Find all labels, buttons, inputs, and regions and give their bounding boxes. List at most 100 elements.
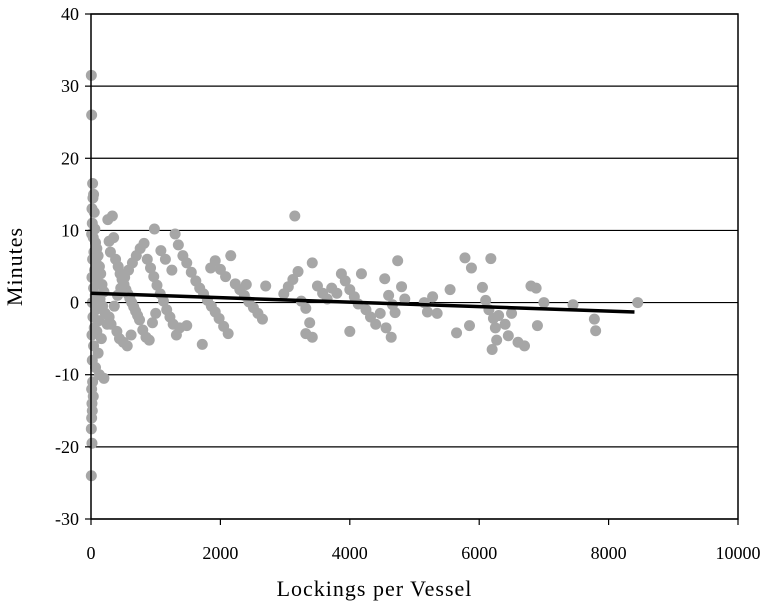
y-tick-label: -10 — [55, 365, 79, 385]
data-point — [256, 313, 268, 325]
data-point — [380, 322, 392, 334]
data-point — [181, 257, 193, 269]
data-point — [159, 253, 171, 265]
data-point — [146, 317, 158, 329]
data-point — [306, 257, 318, 269]
data-point — [480, 294, 492, 306]
data-point — [134, 314, 146, 326]
data-point — [196, 338, 208, 350]
data-point — [289, 210, 301, 222]
data-point — [121, 340, 133, 352]
data-point — [225, 250, 237, 262]
data-point — [502, 330, 514, 342]
y-axis-title: Minutes — [2, 227, 27, 306]
data-point — [567, 299, 579, 311]
data-point — [499, 318, 511, 330]
data-point — [181, 320, 193, 332]
data-point — [506, 307, 518, 319]
data-point — [108, 232, 120, 244]
data-point — [344, 325, 356, 337]
data-point — [383, 289, 395, 301]
y-tick-label: 0 — [70, 293, 79, 313]
x-axis-ticks: 0 2000 4000 6000 8000 10000 — [87, 519, 761, 563]
data-point — [355, 268, 367, 280]
data-points — [85, 69, 644, 482]
data-point — [518, 340, 530, 352]
y-tick-label: 30 — [61, 76, 79, 96]
data-point — [292, 266, 304, 278]
data-point — [538, 297, 550, 309]
data-point — [588, 313, 600, 325]
data-point — [476, 281, 488, 293]
data-point — [222, 328, 234, 340]
x-tick-label: 4000 — [332, 543, 368, 563]
data-point — [155, 245, 167, 257]
data-point — [451, 327, 463, 339]
y-tick-label: 10 — [61, 220, 79, 240]
data-point — [150, 307, 162, 319]
data-point — [157, 295, 169, 307]
data-point — [486, 343, 498, 355]
data-point — [339, 275, 351, 287]
data-point — [485, 253, 497, 265]
x-tick-label: 10000 — [716, 543, 761, 563]
data-point — [427, 291, 439, 303]
x-tick-label: 2000 — [202, 543, 238, 563]
data-point — [145, 262, 157, 274]
data-point — [141, 253, 153, 265]
data-point — [444, 284, 456, 296]
data-point — [106, 210, 118, 222]
y-tick-label: -20 — [55, 437, 79, 457]
data-point — [209, 255, 221, 267]
data-point — [151, 279, 163, 291]
x-tick-label: 8000 — [591, 543, 627, 563]
y-tick-label: 40 — [61, 4, 79, 24]
x-tick-label: 6000 — [461, 543, 497, 563]
data-point — [531, 320, 543, 332]
data-point — [300, 302, 312, 314]
data-point — [463, 320, 475, 332]
data-point — [396, 281, 408, 293]
data-point — [392, 255, 404, 267]
trendline — [90, 291, 635, 314]
data-point — [86, 437, 98, 449]
data-point — [108, 300, 120, 312]
data-point — [98, 372, 110, 384]
data-point — [399, 293, 411, 305]
data-point — [87, 192, 99, 204]
data-point — [95, 333, 107, 345]
data-point — [103, 311, 115, 323]
grid-lines — [91, 13, 738, 520]
data-point — [389, 307, 401, 319]
data-point — [300, 328, 312, 340]
data-point — [115, 282, 127, 294]
data-point — [374, 307, 386, 319]
data-point — [489, 322, 501, 334]
data-point — [421, 306, 433, 318]
data-point — [148, 223, 160, 235]
x-axis-title: Lockings per Vessel — [277, 576, 473, 601]
data-point — [169, 228, 181, 240]
data-point — [385, 331, 397, 343]
plot-area-border — [90, 13, 739, 520]
data-point — [590, 325, 602, 337]
data-point — [220, 271, 232, 283]
data-point — [166, 264, 178, 276]
data-point — [185, 266, 197, 278]
data-point — [86, 329, 98, 341]
data-point — [370, 318, 382, 330]
y-tick-label: 20 — [61, 148, 79, 168]
data-point — [125, 329, 137, 341]
data-point — [331, 287, 343, 299]
data-point — [459, 252, 471, 264]
data-point — [465, 262, 477, 274]
data-point — [431, 307, 443, 319]
data-point — [278, 288, 290, 300]
data-point — [138, 237, 150, 249]
data-point — [260, 280, 272, 292]
data-point — [632, 297, 644, 309]
trendline-layer — [90, 291, 635, 314]
data-point — [172, 239, 184, 251]
y-axis-ticks: 40 30 20 10 0 -10 -20 -30 — [55, 4, 91, 529]
data-point — [240, 279, 252, 291]
